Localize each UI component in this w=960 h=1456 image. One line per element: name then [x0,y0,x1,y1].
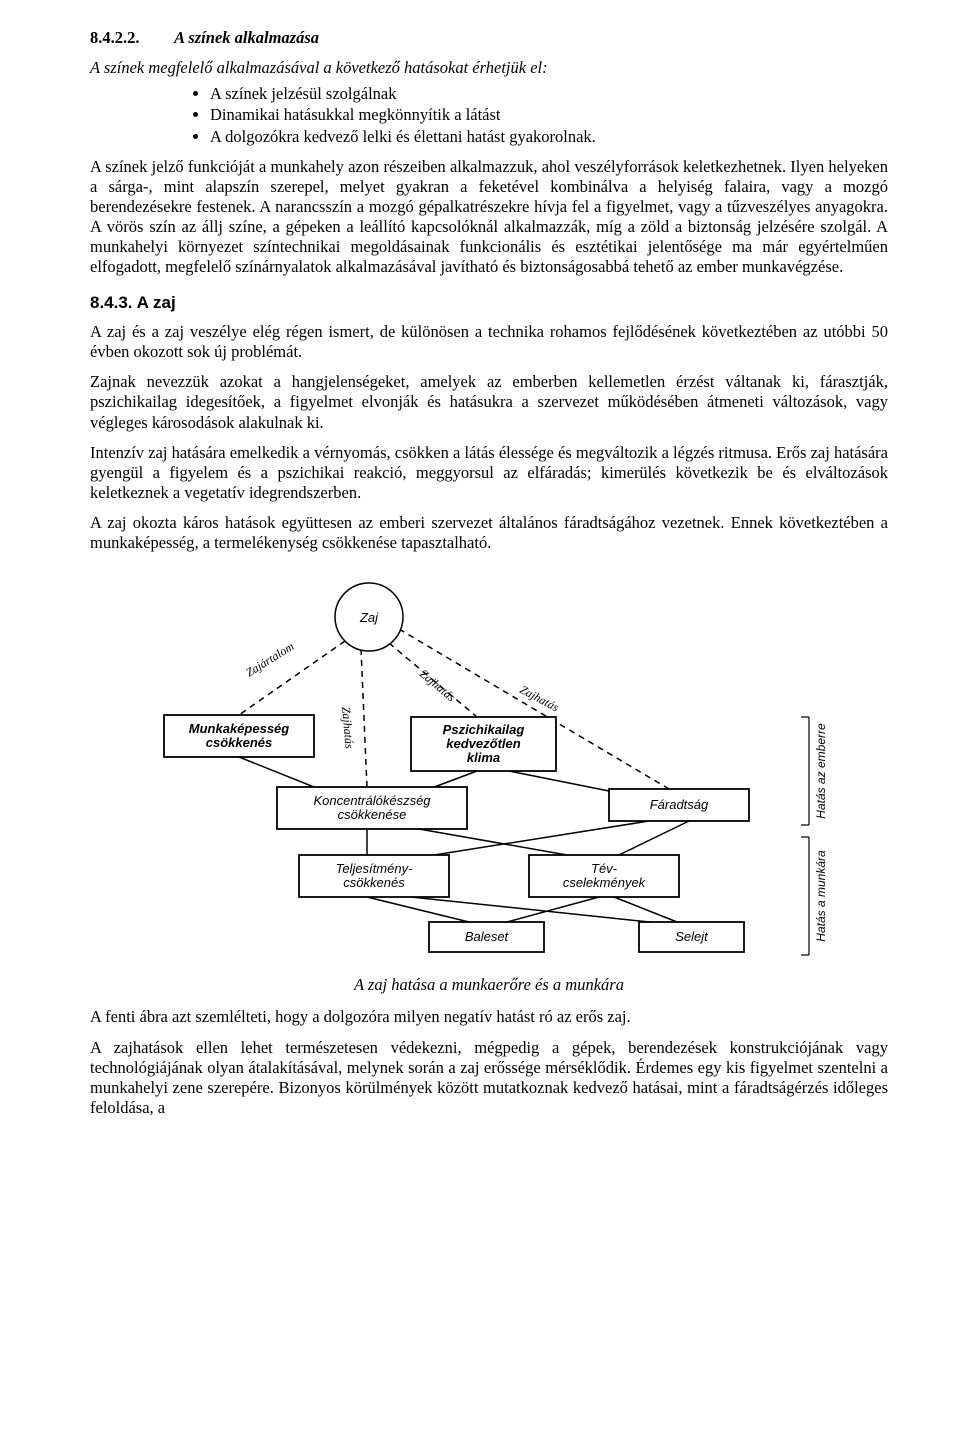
svg-text:Tév-: Tév- [591,861,618,876]
svg-text:csökkenés: csökkenés [343,875,405,890]
paragraph: A zajhatások ellen lehet természetesen v… [90,1038,888,1119]
svg-text:Selejt: Selejt [675,929,709,944]
paragraph: A fenti ábra azt szemlélteti, hogy a dol… [90,1007,888,1027]
svg-text:kedvezőtlen: kedvezőtlen [446,736,520,751]
svg-text:Teljesítmény-: Teljesítmény- [336,861,413,876]
svg-text:Koncentrálókészség: Koncentrálókészség [313,793,431,808]
paragraph: Zajnak nevezzük azokat a hangjelenségeke… [90,372,888,432]
section-number: 8.4.2.2. [90,28,170,48]
section-title: A színek alkalmazása [174,28,319,47]
svg-text:cselekmények: cselekmények [563,875,647,890]
section-number: 8.4.3. [90,293,133,312]
section-title: A zaj [137,293,176,312]
svg-text:Fáradtság: Fáradtság [650,797,709,812]
svg-text:Munkaképesség: Munkaképesség [189,721,289,736]
svg-text:csökkenés: csökkenés [206,735,273,750]
paragraph: Intenzív zaj hatására emelkedik a vérnyo… [90,443,888,503]
noise-diagram: ZajMunkaképességcsökkenésPszichikailagke… [90,567,888,967]
list-item: A dolgozókra kedvező lelki és élettani h… [210,127,888,147]
svg-text:Hatás az emberre: Hatás az emberre [814,723,828,819]
figure-caption: A zaj hatása a munkaerőre és a munkára [90,975,888,995]
list-item: A színek jelzésül szolgálnak [210,84,888,104]
paragraph: A zaj és a zaj veszélye elég régen ismer… [90,322,888,362]
intro-text: A színek megfelelő alkalmazásával a köve… [90,58,888,78]
svg-text:klima: klima [467,750,500,765]
svg-text:Zajhatás: Zajhatás [417,667,458,705]
paragraph: A színek jelző funkcióját a munkahely az… [90,157,888,278]
noise-diagram-svg: ZajMunkaképességcsökkenésPszichikailagke… [109,567,869,967]
svg-text:Hatás a munkára: Hatás a munkára [814,850,828,942]
section-heading-colors: 8.4.2.2. A színek alkalmazása [90,28,888,48]
svg-text:Baleset: Baleset [465,929,510,944]
paragraph: A zaj okozta káros hatások együttesen az… [90,513,888,553]
svg-text:Zajhatás: Zajhatás [339,706,357,749]
svg-text:Zajártalom: Zajártalom [243,639,297,680]
svg-text:Zajhatás: Zajhatás [518,683,562,715]
svg-text:csökkenése: csökkenése [338,807,407,822]
list-item: Dinamikai hatásukkal megkönnyítik a látá… [210,105,888,125]
svg-text:Zaj: Zaj [359,610,379,625]
svg-text:Pszichikailag: Pszichikailag [443,722,525,737]
section-heading-noise: 8.4.3. A zaj [90,293,888,314]
bullet-list: A színek jelzésül szolgálnak Dinamikai h… [90,84,888,146]
